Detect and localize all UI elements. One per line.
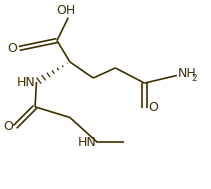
Text: HN: HN (17, 76, 35, 88)
Text: NH: NH (178, 67, 197, 80)
Text: O: O (7, 42, 17, 55)
Text: O: O (3, 120, 13, 133)
Text: OH: OH (57, 4, 76, 17)
Text: O: O (149, 101, 158, 114)
Text: 2: 2 (192, 74, 197, 83)
Text: HN: HN (78, 136, 96, 149)
